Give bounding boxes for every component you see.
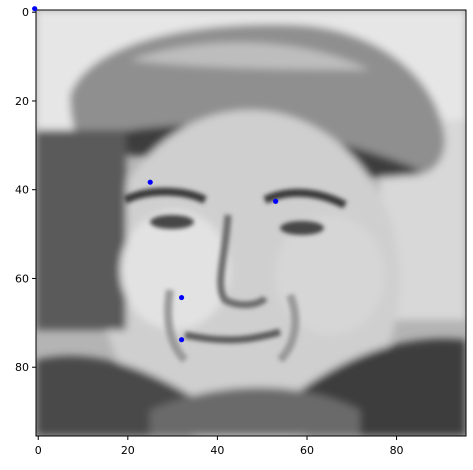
landmark-point bbox=[178, 337, 185, 343]
face-photo-image bbox=[36, 10, 466, 436]
x-tick-label: 80 bbox=[390, 444, 404, 457]
y-tick-label: 0 bbox=[22, 6, 29, 19]
plot-frame bbox=[35, 9, 467, 437]
x-tick-label: 0 bbox=[35, 444, 42, 457]
y-tick-label: 80 bbox=[15, 361, 29, 374]
y-tick-label: 20 bbox=[15, 95, 29, 108]
landmark-point bbox=[178, 294, 185, 301]
y-tick-label: 60 bbox=[15, 272, 29, 285]
x-tick-label: 20 bbox=[121, 444, 135, 457]
y-tick-label: 40 bbox=[15, 184, 29, 197]
landmark-point bbox=[147, 179, 153, 185]
landmark-points bbox=[32, 6, 279, 343]
x-tick-label: 40 bbox=[210, 444, 224, 457]
landmark-point bbox=[32, 6, 38, 12]
y-axis: 0 20 40 60 80 bbox=[15, 6, 36, 374]
x-tick-label: 60 bbox=[300, 444, 314, 457]
x-axis: 0 20 40 60 80 bbox=[35, 436, 404, 457]
landmark-point bbox=[273, 198, 279, 204]
